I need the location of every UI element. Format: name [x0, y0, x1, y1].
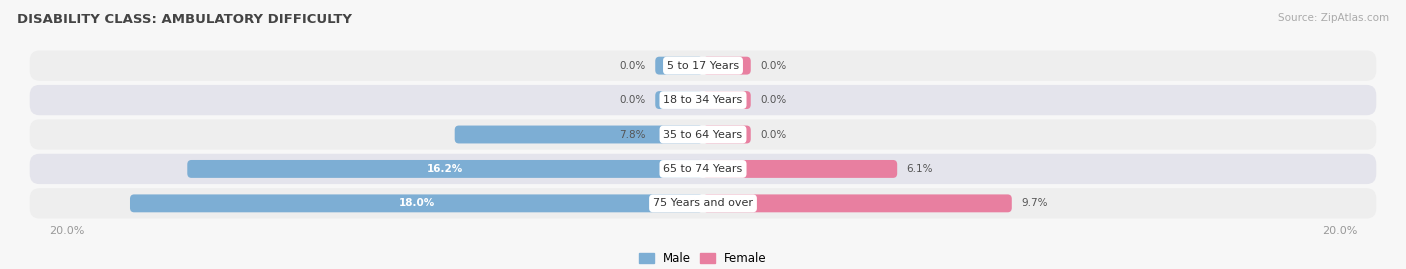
- FancyBboxPatch shape: [703, 160, 897, 178]
- Text: Source: ZipAtlas.com: Source: ZipAtlas.com: [1278, 13, 1389, 23]
- Text: 18.0%: 18.0%: [398, 198, 434, 208]
- Text: 0.0%: 0.0%: [761, 129, 786, 140]
- Text: 0.0%: 0.0%: [620, 95, 645, 105]
- FancyBboxPatch shape: [30, 51, 1376, 81]
- Text: 7.8%: 7.8%: [619, 129, 645, 140]
- Text: 0.0%: 0.0%: [761, 95, 786, 105]
- FancyBboxPatch shape: [655, 57, 703, 75]
- Text: 18 to 34 Years: 18 to 34 Years: [664, 95, 742, 105]
- Text: 16.2%: 16.2%: [427, 164, 463, 174]
- Text: 6.1%: 6.1%: [907, 164, 934, 174]
- Text: 35 to 64 Years: 35 to 64 Years: [664, 129, 742, 140]
- FancyBboxPatch shape: [703, 91, 751, 109]
- FancyBboxPatch shape: [30, 154, 1376, 184]
- Legend: Male, Female: Male, Female: [634, 247, 772, 269]
- Text: 0.0%: 0.0%: [761, 61, 786, 71]
- FancyBboxPatch shape: [703, 57, 751, 75]
- Text: 5 to 17 Years: 5 to 17 Years: [666, 61, 740, 71]
- FancyBboxPatch shape: [30, 119, 1376, 150]
- Text: 0.0%: 0.0%: [620, 61, 645, 71]
- FancyBboxPatch shape: [30, 188, 1376, 218]
- FancyBboxPatch shape: [703, 194, 1012, 212]
- FancyBboxPatch shape: [129, 194, 703, 212]
- FancyBboxPatch shape: [454, 126, 703, 143]
- FancyBboxPatch shape: [187, 160, 703, 178]
- Text: 9.7%: 9.7%: [1021, 198, 1047, 208]
- FancyBboxPatch shape: [703, 126, 751, 143]
- Text: DISABILITY CLASS: AMBULATORY DIFFICULTY: DISABILITY CLASS: AMBULATORY DIFFICULTY: [17, 13, 352, 26]
- Text: 75 Years and over: 75 Years and over: [652, 198, 754, 208]
- FancyBboxPatch shape: [655, 91, 703, 109]
- Text: 65 to 74 Years: 65 to 74 Years: [664, 164, 742, 174]
- FancyBboxPatch shape: [30, 85, 1376, 115]
